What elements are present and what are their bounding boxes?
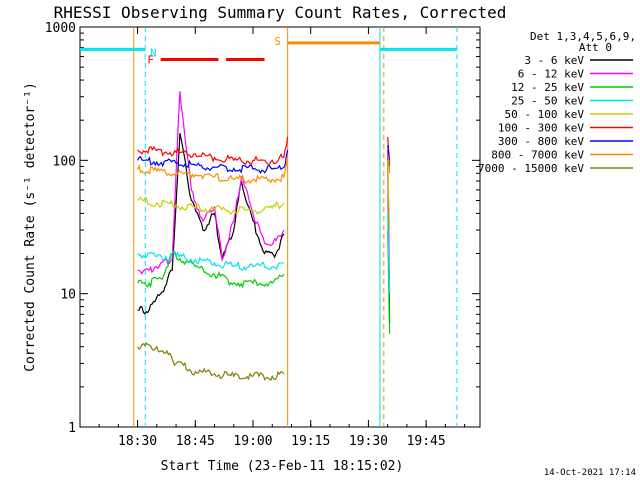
legend-label-25-50-kev: 25 - 50 keV <box>511 95 584 108</box>
x-tick-label: 18:45 <box>176 434 215 449</box>
series-line-300-800-kev <box>137 149 289 174</box>
y-tick-label: 1 <box>68 421 76 436</box>
legend-label-3-6-kev: 3 - 6 keV <box>524 54 584 67</box>
series-line-7000-15000-kev <box>137 342 285 382</box>
series-line-50-100-kev-seg1 <box>387 160 391 231</box>
chart-title: RHESSI Observing Summary Count Rates, Co… <box>54 3 507 22</box>
flag-label-f: F <box>147 54 154 67</box>
legend-label-12-25-kev: 12 - 25 keV <box>511 81 584 94</box>
legend-label-100-300-kev: 100 - 300 keV <box>498 122 584 135</box>
series-line-800-7000-kev-seg1 <box>387 154 391 174</box>
x-tick-label: 19:00 <box>233 434 272 449</box>
x-tick-label: 19:45 <box>407 434 446 449</box>
x-tick-label: 19:15 <box>291 434 330 449</box>
y-tick-label: 100 <box>53 154 76 169</box>
series-line-3-6-kev <box>137 132 285 315</box>
plot-area: 18:30 18:45 19:00 19:15 19:30 19:45 1 10 100 1000… <box>45 21 481 449</box>
legend-label-50-100-kev: 50 - 100 keV <box>505 108 585 121</box>
timestamp: 14-Oct-2021 17:14 <box>544 468 636 478</box>
x-tick-label: 18:30 <box>118 434 157 449</box>
series-line-100-300-kev <box>137 136 289 166</box>
series-line-6-12-kev <box>137 91 285 275</box>
series-line-50-100-kev <box>137 196 285 215</box>
series-line-25-50-kev-seg1 <box>387 213 391 294</box>
x-tick-label: 19:30 <box>349 434 388 449</box>
legend-label-6-12-kev: 6 - 12 keV <box>518 68 585 81</box>
series-line-12-25-kev <box>137 249 285 289</box>
x-axis-label: Start Time (23-Feb-11 18:15:02) <box>161 459 404 474</box>
series-line-25-50-kev <box>137 251 284 272</box>
flag-label-n: N <box>150 46 157 59</box>
legend-label-7000-15000-kev: 7000 - 15000 keV <box>478 162 584 175</box>
legend-label-800-7000-kev: 800 - 7000 keV <box>491 149 584 162</box>
series-line-800-7000-kev <box>137 160 289 185</box>
y-tick-label: 1000 <box>45 21 76 36</box>
y-axis-label: Corrected Count Rate (s⁻¹ detector⁻¹) <box>23 82 38 372</box>
y-tick-label: 10 <box>60 288 76 303</box>
legend-header-line-1: Det 1,3,4,5,6,9, <box>530 30 636 43</box>
legend-header-line-2: Att 0 <box>579 41 612 54</box>
flag-label-s: S <box>274 35 281 48</box>
plot-frame <box>79 26 481 428</box>
legend-label-300-800-kev: 300 - 800 keV <box>498 135 584 148</box>
